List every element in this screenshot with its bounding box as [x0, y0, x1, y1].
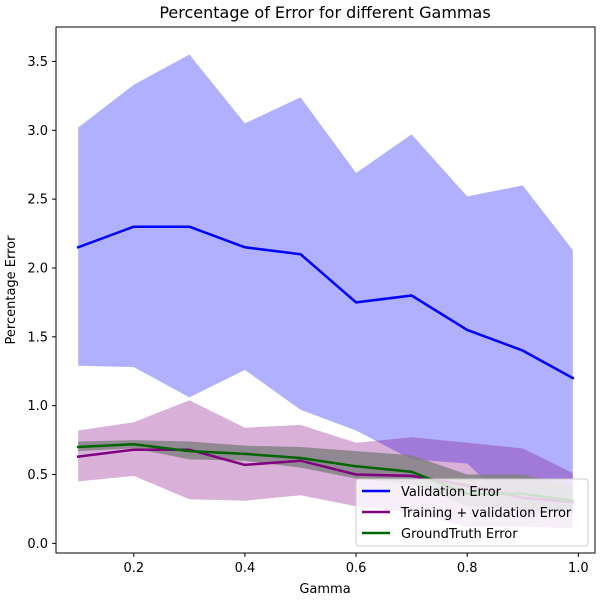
x-tick-label: 0.6 [346, 561, 367, 576]
x-axis-ticks: 0.2 0.4 0.6 0.8 1.0 [123, 553, 589, 576]
x-tick-label: 0.4 [235, 561, 256, 576]
y-tick-label: 3.5 [27, 55, 48, 70]
y-tick-label: 0.5 [27, 468, 48, 483]
y-axis-label: Percentage Error [4, 235, 19, 345]
plot-frame [55, 26, 596, 554]
x-tick-label: 0.8 [457, 561, 478, 576]
validation-error-line [76, 225, 575, 380]
y-tick-label: 2.5 [27, 193, 48, 208]
y-axis-ticks: 0.0 0.5 1.0 1.5 2.0 2.5 3.0 3.5 [27, 55, 56, 552]
y-tick-label: 0.0 [27, 537, 48, 552]
y-tick-label: 2.0 [27, 261, 48, 276]
y-tick-label: 1.0 [27, 399, 48, 414]
y-tick-label: 3.0 [27, 124, 48, 139]
x-tick-label: 0.2 [123, 561, 144, 576]
groundtruth-error-legend-label: GroundTruth Error [401, 527, 518, 542]
chart-title: Percentage of Error for different Gammas [159, 3, 490, 22]
legend-box [355, 478, 589, 547]
validation-error-band [78, 54, 573, 516]
training-validation-error-legend-label: Training + validation Error [400, 506, 572, 521]
x-tick-label: 1.0 [568, 561, 589, 576]
y-tick-label: 1.5 [27, 330, 48, 345]
x-axis-label: Gamma [299, 582, 350, 597]
legend: Validation Error Training + validation Er… [355, 478, 589, 547]
validation-error-legend-label: Validation Error [401, 485, 502, 500]
